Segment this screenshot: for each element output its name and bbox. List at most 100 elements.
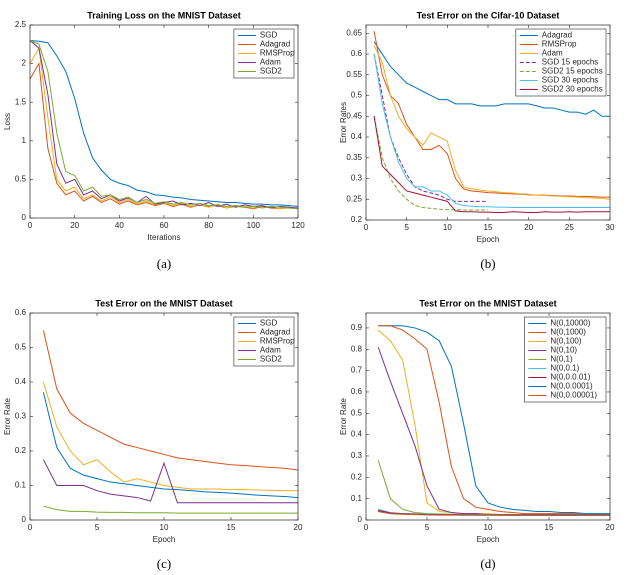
y-tick-label: 1 [22, 136, 27, 145]
series-line [42, 381, 298, 492]
legend-label: N(0,10) [550, 346, 577, 355]
x-tick-label: 60 [160, 221, 169, 230]
chart-title: Test Error on the MNIST Dataset [95, 298, 232, 308]
x-axis-label: Epoch [477, 535, 500, 544]
legend-label: SGD2 [260, 355, 282, 364]
x-tick-label: 5 [404, 223, 409, 232]
y-axis-label: Error Rate [339, 398, 348, 435]
y-tick-label: 1.5 [15, 97, 27, 106]
series-line [373, 53, 610, 209]
y-tick-label: 0.55 [346, 70, 362, 79]
series-line [378, 510, 610, 517]
axes-frame [29, 24, 299, 219]
series-line [373, 45, 611, 200]
legend-label: N(0,0.1) [550, 364, 579, 373]
y-tick-label: 0.5 [15, 175, 27, 184]
x-tick-label: 40 [115, 221, 124, 230]
x-tick-label: 15 [545, 523, 554, 532]
caption: (c) [157, 556, 171, 571]
x-axis-label: Epoch [153, 535, 176, 544]
legend-box [515, 28, 607, 97]
legend-label: RMSProp [260, 49, 295, 58]
y-tick-label: 0.3 [351, 451, 363, 460]
legend-label: Adam [260, 58, 281, 67]
legend-label: SGD2 15 epochs [542, 67, 603, 76]
chart-title: Test Error on the MNIST Dataset [419, 298, 556, 308]
legend-label: RMSProp [542, 40, 577, 49]
series-line [29, 39, 299, 210]
y-tick-label: 0 [358, 515, 363, 524]
caption: (b) [480, 256, 495, 271]
y-axis-label: Loss [3, 113, 12, 130]
y-tick-label: 0 [22, 213, 27, 222]
x-axis-label: Iterations [148, 233, 181, 242]
legend-label: SGD 15 epochs [542, 58, 598, 67]
legend-label: SGD 30 epochs [542, 76, 598, 85]
y-tick-label: 0.4 [15, 377, 27, 386]
legend-label: N(0,0.0.01) [550, 373, 590, 382]
axes-frame [365, 312, 611, 521]
series-line [373, 41, 610, 117]
x-tick-label: 100 [247, 221, 261, 230]
y-tick-label: 0.9 [351, 323, 363, 332]
x-tick-label: 80 [204, 221, 213, 230]
x-tick-label: 0 [364, 223, 369, 232]
y-tick-label: 0.25 [346, 194, 362, 203]
y-tick-label: 0.6 [351, 387, 363, 396]
legend-label: N(0,10000) [550, 319, 590, 328]
chart-title: Test Error on the Cifar-10 Dataset [417, 10, 560, 20]
y-tick-label: 2 [22, 59, 27, 68]
series-line [43, 505, 298, 514]
x-tick-label: 5 [425, 523, 430, 532]
series-line [29, 62, 299, 210]
x-tick-label: 0 [28, 523, 33, 532]
series-line [42, 392, 299, 499]
y-tick-label: 0.4 [351, 430, 363, 439]
legend-box [524, 316, 607, 403]
series-line [42, 459, 298, 504]
y-tick-label: 0.1 [351, 494, 363, 503]
legend-label: SGD2 30 epochs [542, 85, 603, 94]
axes-frame [29, 312, 299, 521]
y-tick-label: 0.7 [351, 366, 363, 375]
legend-label: Adagrad [260, 328, 290, 337]
axes-frame [365, 24, 611, 221]
legend-label: SGD [260, 31, 278, 40]
x-tick-label: 120 [291, 221, 305, 230]
y-axis-label: Error Rate [3, 398, 12, 435]
y-tick-label: 0.4 [351, 132, 363, 141]
legend-label: Adagrad [542, 31, 572, 40]
legend-label: SGD2 [260, 67, 282, 76]
x-tick-label: 0 [364, 523, 369, 532]
legend-label: N(0,0.0001) [550, 382, 593, 391]
y-tick-label: 0.6 [351, 49, 363, 58]
x-tick-label: 10 [484, 523, 493, 532]
legend-box [233, 28, 295, 79]
legend-label: N(0,1) [550, 355, 573, 364]
series-line [373, 116, 488, 211]
legend-label: Adam [260, 346, 281, 355]
y-axis-label: Error Rates [339, 102, 348, 143]
legend-label: N(0,1000) [550, 328, 586, 337]
y-tick-label: 0.2 [15, 446, 27, 455]
y-tick-label: 0.5 [351, 91, 363, 100]
y-tick-label: 0.1 [15, 481, 27, 490]
series-line [42, 330, 299, 471]
series-line [373, 116, 610, 214]
x-tick-label: 10 [160, 523, 169, 532]
legend-label: RMSProp [260, 337, 295, 346]
y-tick-label: 0.35 [346, 153, 362, 162]
x-tick-label: 10 [443, 223, 452, 232]
x-tick-label: 20 [606, 523, 615, 532]
series-line [378, 325, 610, 516]
x-axis-label: Epoch [477, 235, 500, 244]
chart-title: Training Loss on the MNIST Dataset [87, 10, 241, 20]
y-tick-label: 0.8 [351, 344, 363, 353]
y-tick-label: 0.5 [15, 343, 27, 352]
x-tick-label: 30 [606, 223, 615, 232]
legend-label: SGD [260, 319, 278, 328]
series-line [378, 325, 610, 515]
x-tick-label: 5 [95, 523, 100, 532]
y-tick-label: 0.45 [346, 111, 362, 120]
